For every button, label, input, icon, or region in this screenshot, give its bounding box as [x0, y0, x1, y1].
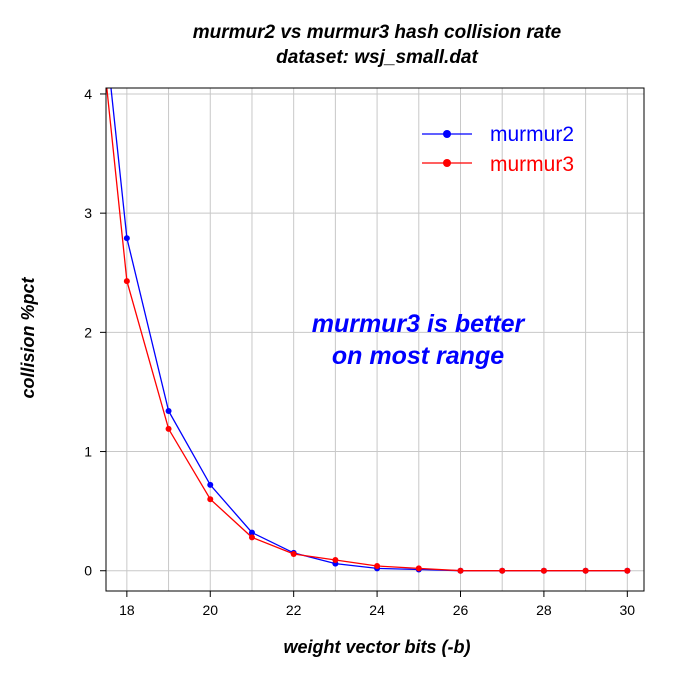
y-axis-label: collision %pct [18, 276, 38, 398]
legend-label-murmur2: murmur2 [490, 123, 574, 146]
annotation-line-1: murmur3 is better [312, 310, 526, 338]
x-axis: 18 20 22 24 26 28 30 [119, 591, 635, 618]
data-point-murmur2-19 [165, 408, 172, 415]
data-point-murmur3-27 [499, 567, 506, 574]
annotation-line-2: on most range [332, 342, 504, 370]
data-point-murmur2-18 [123, 235, 130, 242]
chart-subtitle: dataset: wsj_small.dat [276, 47, 478, 68]
chart-title: murmur2 vs murmur3 hash collision rate [193, 22, 562, 43]
x-tick-label-18: 18 [119, 602, 135, 618]
data-point-murmur3-25 [415, 565, 422, 572]
plot-frame [105, 87, 645, 592]
legend-marker-murmur2 [443, 130, 451, 138]
y-tick-label-1: 1 [84, 444, 92, 460]
data-point-murmur3-23 [332, 557, 339, 564]
data-point-murmur3-26 [457, 567, 464, 574]
data-point-murmur2-20 [207, 481, 214, 488]
x-tick-label-22: 22 [286, 602, 302, 618]
legend-marker-murmur3 [443, 159, 451, 167]
y-tick-label-4: 4 [84, 86, 92, 102]
x-tick-label-28: 28 [536, 602, 552, 618]
y-tick-label-2: 2 [84, 324, 92, 340]
data-point-murmur3-18 [123, 278, 130, 285]
data-point-murmur3-28 [540, 567, 547, 574]
x-tick-label-20: 20 [202, 602, 218, 618]
data-point-murmur3-30 [624, 567, 631, 574]
x-axis-label: weight vector bits (-b) [283, 637, 470, 657]
data-point-murmur3-22 [290, 551, 297, 558]
data-point-murmur3-24 [374, 562, 381, 569]
x-tick-label-26: 26 [453, 602, 469, 618]
series-layer [106, 88, 631, 574]
data-point-murmur3-29 [582, 567, 589, 574]
data-point-murmur3-19 [165, 425, 172, 432]
annotation: murmur3 is better on most range [312, 310, 526, 370]
y-tick-label-0: 0 [84, 563, 92, 579]
data-point-murmur2-21 [248, 529, 255, 536]
series-line-murmur3 [106, 88, 628, 572]
data-point-murmur3-21 [248, 534, 255, 541]
x-tick-label-30: 30 [620, 602, 636, 618]
y-axis: 0 1 2 3 4 [84, 86, 106, 579]
legend-label-murmur3: murmur3 [490, 153, 574, 176]
x-tick-label-24: 24 [369, 602, 385, 618]
data-point-murmur3-20 [207, 496, 214, 503]
y-tick-label-3: 3 [84, 205, 92, 221]
series-line-murmur2 [110, 88, 628, 572]
legend: murmur2 murmur3 [422, 123, 574, 176]
